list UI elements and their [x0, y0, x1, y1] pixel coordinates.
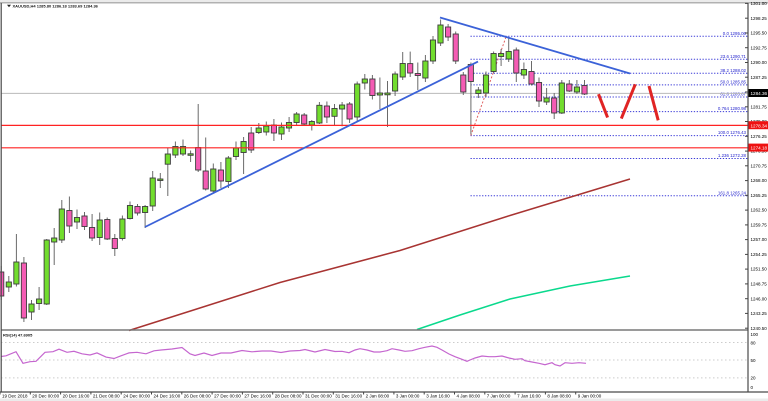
- svg-text:1257.00: 1257.00: [751, 237, 768, 242]
- svg-text:31 Dec 16:00: 31 Dec 16:00: [335, 394, 362, 399]
- svg-text:21 Dec 08:00: 21 Dec 08:00: [93, 394, 120, 399]
- svg-text:27 Dec 00:00: 27 Dec 00:00: [214, 394, 241, 399]
- svg-text:100: 100: [751, 332, 759, 337]
- svg-text:31 Dec 00:00: 31 Dec 00:00: [305, 394, 332, 399]
- svg-text:50.0 1285.85: 50.0 1285.85: [720, 79, 746, 84]
- svg-text:161.8 1265.24: 161.8 1265.24: [718, 190, 747, 195]
- svg-text:8 Jan 08:00: 8 Jan 08:00: [547, 394, 571, 399]
- svg-text:1251.50: 1251.50: [751, 267, 768, 272]
- svg-text:1284.36: 1284.36: [751, 91, 768, 96]
- svg-text:1270.75: 1270.75: [751, 163, 768, 168]
- svg-text:1268.00: 1268.00: [751, 178, 768, 183]
- svg-text:20: 20: [751, 376, 757, 381]
- svg-text:38.2 1288.02: 38.2 1288.02: [720, 68, 746, 73]
- svg-text:20 Dec 00:00: 20 Dec 00:00: [32, 394, 59, 399]
- svg-text:9 Jan 00:00: 9 Jan 00:00: [578, 394, 602, 399]
- svg-text:1276.25: 1276.25: [751, 134, 768, 139]
- svg-text:24 Dec 16:00: 24 Dec 16:00: [154, 394, 181, 399]
- svg-text:3 Jan 16:00: 3 Jan 16:00: [426, 394, 450, 399]
- svg-text:61.8 1283.67: 61.8 1283.67: [720, 92, 746, 97]
- svg-text:80: 80: [751, 340, 757, 345]
- svg-text:1246.00: 1246.00: [751, 296, 768, 301]
- svg-text:1287.25: 1287.25: [751, 75, 768, 80]
- svg-text:1301.00: 1301.00: [751, 1, 768, 6]
- svg-text:7 Jan 00:00: 7 Jan 00:00: [487, 394, 511, 399]
- svg-text:1262.50: 1262.50: [751, 208, 768, 213]
- svg-text:4 Jan 08:00: 4 Jan 08:00: [457, 394, 481, 399]
- svg-text:1240.50: 1240.50: [751, 326, 768, 331]
- svg-text:0.764 1280.98: 0.764 1280.98: [718, 106, 747, 111]
- svg-text:1243.25: 1243.25: [751, 311, 768, 316]
- svg-text:20 Dec 16:00: 20 Dec 16:00: [63, 394, 90, 399]
- svg-text:1265.25: 1265.25: [751, 193, 768, 198]
- svg-text:0.0 1295.06: 0.0 1295.06: [723, 31, 747, 36]
- svg-text:100.0 1276.43: 100.0 1276.43: [718, 130, 747, 135]
- svg-text:27 Dec 16:00: 27 Dec 16:00: [244, 394, 271, 399]
- svg-text:1248.75: 1248.75: [751, 282, 768, 287]
- svg-text:1298.25: 1298.25: [751, 16, 768, 21]
- svg-text:19 Dec 2018: 19 Dec 2018: [2, 394, 28, 399]
- svg-text:2 Jan 08:00: 2 Jan 08:00: [366, 394, 390, 399]
- svg-text:3 Jan 00:00: 3 Jan 00:00: [396, 394, 420, 399]
- svg-text:26 Dec 08:00: 26 Dec 08:00: [184, 394, 211, 399]
- svg-text:1290.00: 1290.00: [751, 60, 768, 65]
- svg-text:28 Dec 08:00: 28 Dec 08:00: [275, 394, 302, 399]
- svg-text:23.6 1290.71: 23.6 1290.71: [720, 54, 746, 59]
- svg-text:1278.34: 1278.34: [751, 123, 768, 128]
- svg-text:XAUUSD,H4 1285.80 1286.18 128: XAUUSD,H4 1285.80 1286.18 1283.69 1284.3…: [13, 4, 99, 9]
- svg-text:7 Jan 16:00: 7 Jan 16:00: [517, 394, 541, 399]
- svg-text:1259.75: 1259.75: [751, 223, 768, 228]
- svg-text:1.236 1272.28: 1.236 1272.28: [718, 153, 747, 158]
- svg-text:1274.18: 1274.18: [751, 146, 768, 151]
- svg-text:0: 0: [751, 385, 754, 390]
- svg-text:1281.75: 1281.75: [751, 104, 768, 109]
- svg-text:1295.50: 1295.50: [751, 31, 768, 36]
- svg-text:1292.75: 1292.75: [751, 45, 768, 50]
- svg-text:1254.25: 1254.25: [751, 252, 768, 257]
- svg-text:50: 50: [751, 358, 757, 363]
- svg-text:24 Dec 00:00: 24 Dec 00:00: [123, 394, 150, 399]
- svg-text:RSI(14) 47.6905: RSI(14) 47.6905: [3, 333, 33, 338]
